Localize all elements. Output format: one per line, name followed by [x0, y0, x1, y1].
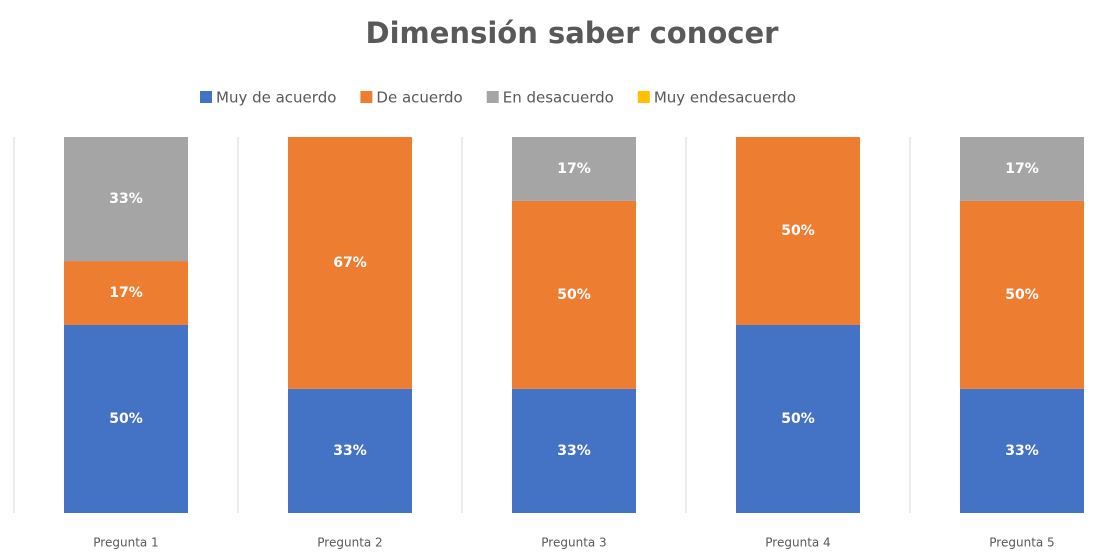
legend-label: En desacuerdo	[503, 89, 614, 107]
data-label: 17%	[1005, 161, 1039, 177]
legend-label: De acuerdo	[376, 89, 462, 107]
data-label: 50%	[109, 411, 143, 427]
data-label: 33%	[109, 191, 143, 207]
bar-segment	[512, 200, 636, 389]
bar-segment	[736, 325, 860, 513]
bar-segment	[512, 137, 636, 201]
x-tick-label: Pregunta 4	[765, 536, 830, 550]
legend-swatch	[200, 91, 212, 103]
data-label: 33%	[557, 443, 591, 459]
bar-segment	[288, 137, 412, 389]
legend-label: Muy endesacuerdo	[654, 89, 796, 107]
data-label: 50%	[781, 411, 815, 427]
x-tick-label: Pregunta 2	[317, 536, 382, 550]
x-tick-label: Pregunta 3	[541, 536, 606, 550]
bar-segment	[64, 325, 188, 513]
x-tick-label: Pregunta 1	[93, 536, 158, 550]
data-label: 33%	[333, 443, 367, 459]
legend-swatch	[360, 91, 373, 103]
legend-label: Muy de acuerdo	[216, 89, 336, 107]
data-label: 67%	[333, 255, 367, 271]
legend-swatch	[486, 91, 499, 103]
bar-segment	[288, 388, 412, 513]
bar-segment	[64, 261, 188, 325]
x-tick-label: Pregunta 5	[989, 536, 1054, 550]
data-label: 50%	[781, 223, 815, 239]
chart-title: Dimensión saber conocer	[366, 16, 780, 50]
data-label: 17%	[557, 161, 591, 177]
bar-segment	[512, 388, 636, 513]
data-label: 33%	[1005, 443, 1039, 459]
bar-segment	[64, 137, 188, 262]
data-label: 50%	[1005, 287, 1039, 303]
bar-segment	[960, 200, 1084, 389]
bar-segment	[736, 137, 860, 325]
bar-segment	[960, 137, 1084, 201]
bar-segment	[960, 388, 1084, 513]
legend-swatch	[637, 91, 650, 103]
data-label: 17%	[109, 285, 143, 301]
data-label: 50%	[557, 287, 591, 303]
